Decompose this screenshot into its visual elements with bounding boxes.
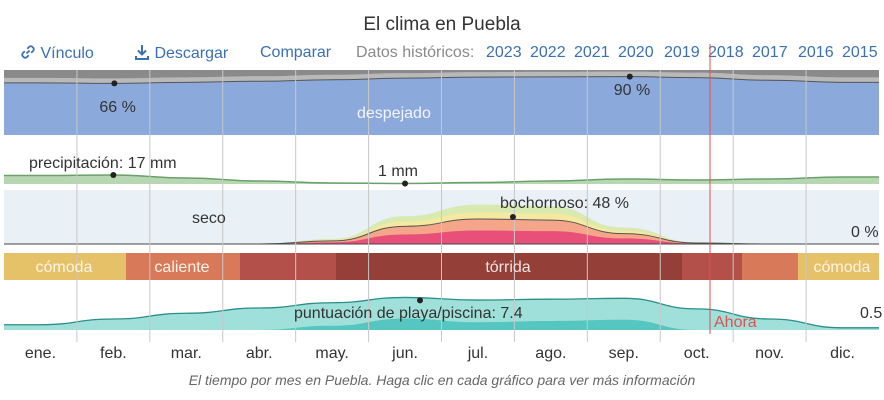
month-label: jul. <box>467 345 488 362</box>
temp-band-label: tórrida <box>485 259 530 276</box>
dry-label: seco <box>192 210 226 227</box>
temp-band-label: cómoda <box>814 259 871 276</box>
month-label: dic. <box>830 345 855 362</box>
clouds-max-point <box>626 73 633 80</box>
precip-min-point <box>402 180 409 187</box>
clouds-min-label: 66 % <box>99 99 135 116</box>
year-link-2017[interactable]: 2017 <box>752 44 788 61</box>
year-link-2020[interactable]: 2020 <box>618 44 654 61</box>
year-link-2023[interactable]: 2023 <box>486 44 522 61</box>
month-label: may. <box>315 345 348 362</box>
month-label: feb. <box>100 345 127 362</box>
precip-max-label: precipitación: 17 mm <box>29 155 177 172</box>
muggy-end-label: 0 % <box>851 224 879 241</box>
month-label: mar. <box>171 345 202 362</box>
month-label: ago. <box>535 345 566 362</box>
temp-band-torrid <box>336 253 682 280</box>
temp-band-label: caliente <box>154 259 209 276</box>
temp-band-hot-early <box>240 253 336 280</box>
beach-line <box>4 296 879 329</box>
year-link-2016[interactable]: 2016 <box>798 44 834 61</box>
year-link-2019[interactable]: 2019 <box>664 44 700 61</box>
month-label: ene. <box>25 345 56 362</box>
compare-button[interactable]: Comparar <box>260 44 332 61</box>
temp-band-comfortable-start <box>4 253 126 280</box>
link-button[interactable]: Vínculo <box>20 44 94 65</box>
month-label: oct. <box>684 345 710 362</box>
history-label: Datos históricos: <box>356 44 475 61</box>
link-icon <box>20 44 36 65</box>
link-label: Vínculo <box>40 45 94 62</box>
beach-end-label: 0.5 <box>860 305 882 322</box>
now-label: Ahora <box>714 314 757 331</box>
muggy-max-point <box>509 214 516 221</box>
temp-band-label: cómoda <box>36 259 93 276</box>
year-link-2015[interactable]: 2015 <box>842 44 878 61</box>
temp-band-comfortable-end <box>798 253 879 280</box>
beach-max-label: puntuación de playa/piscina: 7.4 <box>294 305 523 322</box>
temp-band-hot-late <box>682 253 742 280</box>
clouds-min-point <box>111 80 118 87</box>
precip-max-point <box>110 172 117 178</box>
temp-band-warm-end <box>742 253 798 280</box>
download-button[interactable]: Descargar <box>134 44 228 65</box>
year-link-2021[interactable]: 2021 <box>574 44 610 61</box>
month-label: abr. <box>246 345 273 362</box>
download-label: Descargar <box>154 45 229 62</box>
beach-max-point <box>417 297 423 304</box>
clouds-max-label: 90 % <box>614 82 650 99</box>
precip-min-label: 1 mm <box>378 163 418 180</box>
month-label: jun. <box>391 345 418 362</box>
caption: El tiempo por mes en Puebla. Haga clic e… <box>188 372 696 388</box>
year-link-2022[interactable]: 2022 <box>530 44 566 61</box>
month-label: sep. <box>609 345 639 362</box>
download-icon <box>134 44 150 65</box>
clear-label: despejado <box>357 105 431 122</box>
month-label: nov. <box>755 345 784 362</box>
muggy-max-label: bochornoso: 48 % <box>500 195 629 212</box>
temp-band-warm-start <box>126 253 240 280</box>
year-link-2018[interactable]: 2018 <box>708 44 744 61</box>
page-title: El clima en Puebla <box>363 14 521 35</box>
